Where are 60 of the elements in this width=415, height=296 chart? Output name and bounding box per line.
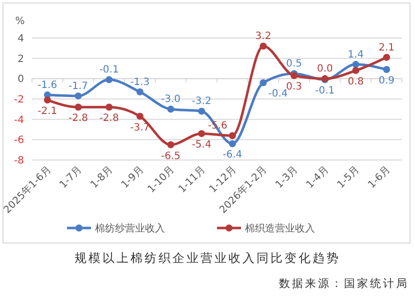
point bbox=[383, 54, 390, 61]
data-label: 0.0 bbox=[316, 64, 333, 75]
data-label: 0.9 bbox=[378, 76, 395, 87]
y-tick-label: 4 bbox=[18, 34, 24, 44]
x-tick-label: 1-9月 bbox=[120, 164, 146, 191]
point bbox=[260, 79, 267, 86]
data-label: 2.1 bbox=[378, 42, 395, 54]
point bbox=[74, 92, 82, 100]
data-label: -1.6 bbox=[38, 80, 58, 91]
legend-label: 棉织造营业收入 bbox=[245, 222, 315, 234]
data-label: -3.2 bbox=[192, 96, 212, 108]
point bbox=[198, 130, 206, 138]
data-label: -0.1 bbox=[315, 86, 335, 97]
data-label: -3.0 bbox=[160, 94, 181, 106]
point bbox=[383, 66, 390, 74]
data-label: -1.3 bbox=[130, 76, 150, 88]
data-label: 1.4 bbox=[348, 49, 364, 60]
legend-label: 棉纺纱营业收入 bbox=[95, 222, 165, 234]
x-tick-label: 1-5月 bbox=[335, 164, 362, 191]
x-tick-label: 1-6月 bbox=[366, 164, 393, 191]
point bbox=[106, 76, 113, 84]
data-label: -0.1 bbox=[99, 64, 119, 76]
x-tick-label: 1-4月 bbox=[304, 164, 332, 191]
text: 规模以上棉纺织企业营业收入同比变化趋势 bbox=[74, 251, 340, 265]
point bbox=[106, 104, 113, 111]
x-tick-label: 1-3月 bbox=[274, 164, 300, 191]
data-label: -2.1 bbox=[38, 106, 58, 118]
data-label: -2.8 bbox=[68, 113, 88, 124]
data-label: -2.8 bbox=[99, 113, 119, 124]
y-tick-label: -4 bbox=[14, 114, 24, 126]
data-label: 3.2 bbox=[255, 31, 272, 42]
point bbox=[74, 104, 82, 111]
y-axis-title: % bbox=[15, 16, 25, 27]
data-label: 0.3 bbox=[286, 82, 302, 93]
point bbox=[167, 106, 174, 113]
y-tick-label: -8 bbox=[14, 156, 24, 166]
y-tick-label: 0 bbox=[18, 74, 24, 86]
data-label: -5.4 bbox=[192, 140, 212, 151]
data-label: 0.8 bbox=[348, 76, 364, 88]
source-note: 数据来源：国家统计局 bbox=[279, 277, 409, 290]
data-label: -1.7 bbox=[68, 80, 88, 92]
x-tick-label: 1-8月 bbox=[88, 164, 116, 191]
point bbox=[136, 112, 144, 120]
x-tick-label: 1-7月 bbox=[58, 164, 84, 191]
data-label: 0.5 bbox=[286, 58, 302, 70]
point bbox=[352, 67, 360, 74]
point bbox=[260, 42, 267, 50]
y-tick-label: -6 bbox=[14, 135, 24, 146]
point bbox=[352, 60, 360, 68]
y-tick-label: 2 bbox=[18, 54, 24, 65]
data-label: -0.4 bbox=[268, 88, 288, 100]
y-tick-label: -2 bbox=[14, 94, 24, 106]
data-label: -6.4 bbox=[222, 150, 242, 161]
point bbox=[228, 140, 236, 148]
point bbox=[136, 88, 144, 96]
point bbox=[198, 108, 206, 115]
point bbox=[228, 132, 236, 140]
point bbox=[167, 141, 174, 148]
data-label: -6.5 bbox=[160, 150, 181, 162]
point bbox=[44, 96, 51, 104]
